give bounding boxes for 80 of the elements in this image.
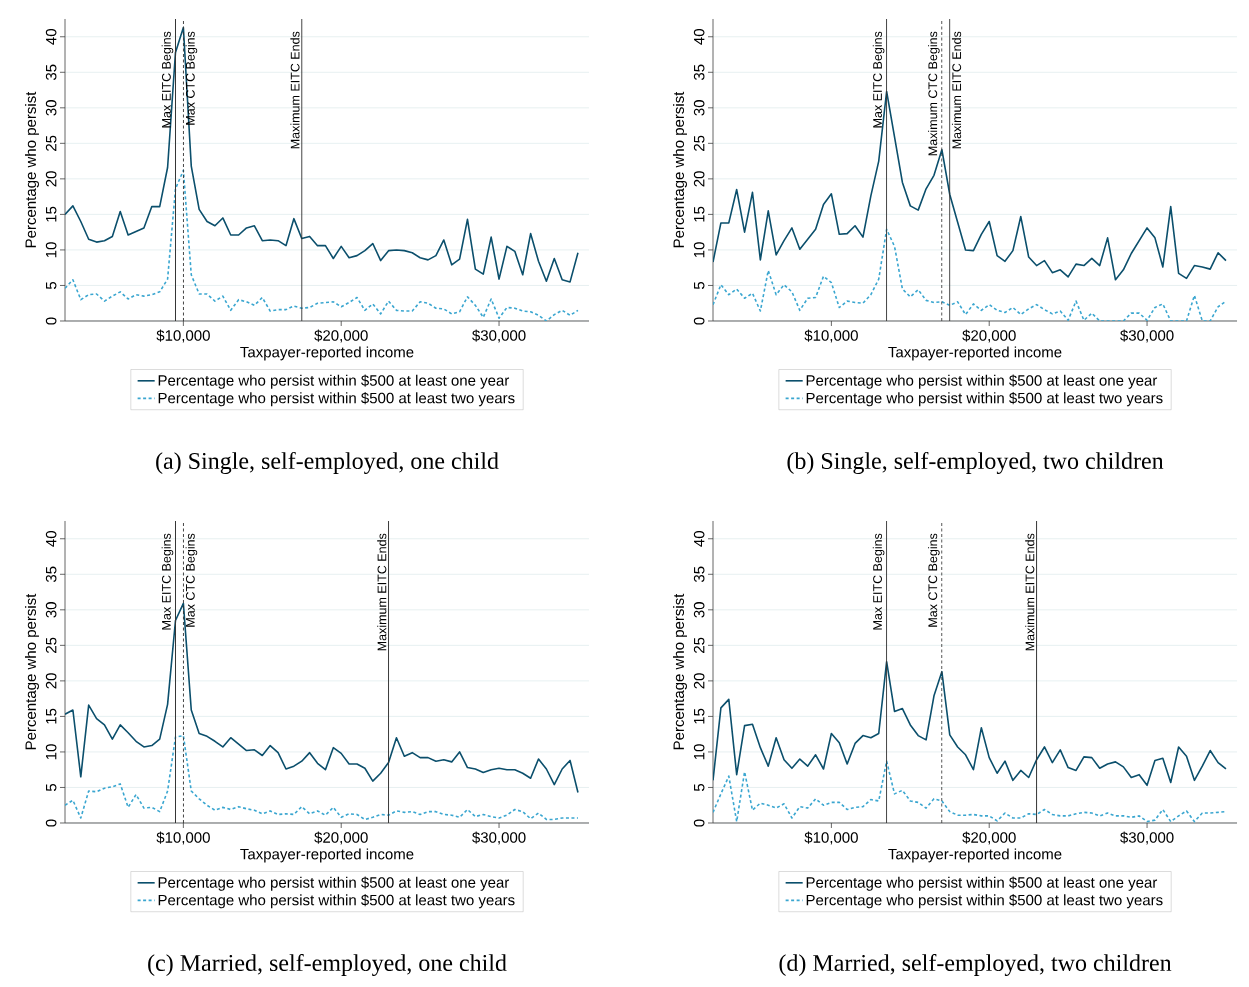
y-tick-label: 40 xyxy=(693,531,705,547)
ref-line-label: Maximum EITC Ends xyxy=(377,533,387,651)
ref-line-label: Max EITC Begins xyxy=(161,31,174,128)
y-tick-label: 5 xyxy=(694,281,705,290)
x-tick-label: $30,000 xyxy=(1120,831,1174,845)
text: (c) Married, self-employed, one child xyxy=(148,953,507,977)
y-axis-title: Percentage who persist xyxy=(25,593,39,750)
y-tick-label: 25 xyxy=(45,135,57,151)
legend-label: Percentage who persist within $500 at least one year xyxy=(158,374,510,389)
y-tick-label: 10 xyxy=(45,744,57,760)
legend-label: Percentage who persist within $500 at least two years xyxy=(806,392,1163,407)
y-tick-label: 30 xyxy=(45,100,57,116)
legend-label: Percentage who persist within $500 at least one year xyxy=(158,876,510,891)
legend-label: Percentage who persist within $500 at least two years xyxy=(806,894,1163,909)
y-tick-label: 15 xyxy=(46,206,57,222)
x-axis-title: Taxpayer-reported income xyxy=(240,346,414,361)
y-tick-label: 5 xyxy=(46,783,57,792)
x-tick-label: $30,000 xyxy=(1120,329,1174,343)
y-tick-label: 10 xyxy=(693,744,705,760)
x-tick-label: $20,000 xyxy=(314,329,368,343)
x-axis-title: Taxpayer-reported income xyxy=(240,848,414,863)
legend-label: Percentage who persist within $500 at least two years xyxy=(158,894,515,909)
y-tick-label: 30 xyxy=(693,100,705,116)
ref-line-label: Max CTC Begins xyxy=(185,31,198,125)
legend-label: Percentage who persist within $500 at least one year xyxy=(806,374,1158,389)
y-axis-title: Percentage who persist xyxy=(673,593,687,750)
y-tick-label: 10 xyxy=(45,242,57,258)
x-tick-label: $30,000 xyxy=(472,831,526,845)
y-tick-label: 40 xyxy=(45,29,57,45)
x-tick-label: $10,000 xyxy=(804,831,858,845)
text: (b) Single, self-employed, two children xyxy=(787,451,1164,475)
y-tick-label: 30 xyxy=(693,602,705,618)
y-tick-label: 0 xyxy=(693,317,705,325)
x-tick-label: $10,000 xyxy=(156,329,210,343)
x-tick-label: $20,000 xyxy=(962,831,1016,845)
ref-line-label: Maximum CTC Begins xyxy=(928,31,940,156)
legend-label: Percentage who persist within $500 at least one year xyxy=(806,876,1158,891)
y-tick-label: 0 xyxy=(45,819,57,827)
y-tick-label: 35 xyxy=(693,566,705,583)
y-tick-label: 30 xyxy=(45,602,57,618)
x-tick-label: $10,000 xyxy=(804,329,858,343)
x-axis-title: Taxpayer-reported income xyxy=(888,346,1062,361)
ref-line-label: Max EITC Begins xyxy=(872,533,885,630)
y-tick-label: 5 xyxy=(46,281,57,290)
text: (a) Single, self-employed, one child xyxy=(156,451,499,475)
y-tick-label: 0 xyxy=(45,317,57,325)
y-tick-label: 35 xyxy=(693,64,705,81)
y-tick-label: 25 xyxy=(45,637,57,653)
y-tick-label: 10 xyxy=(693,242,705,258)
y-tick-label: 25 xyxy=(693,637,705,653)
ref-line-label: Maximum EITC Ends xyxy=(1025,533,1035,651)
y-tick-label: 25 xyxy=(693,135,705,151)
y-tick-label: 40 xyxy=(693,29,705,45)
y-axis-title: Percentage who persist xyxy=(25,91,39,248)
y-tick-label: 15 xyxy=(694,708,705,724)
y-tick-label: 0 xyxy=(693,819,705,827)
y-tick-label: 40 xyxy=(45,531,57,547)
y-axis-title: Percentage who persist xyxy=(673,91,687,248)
ref-line-label: Max CTC Begins xyxy=(928,533,940,627)
y-tick-label: 5 xyxy=(694,783,705,792)
x-axis-title: Taxpayer-reported income xyxy=(888,848,1062,863)
legend-label: Percentage who persist within $500 at least two years xyxy=(158,392,515,407)
ref-line-label: Maximum EITC Ends xyxy=(290,31,300,149)
y-tick-label: 35 xyxy=(45,64,57,81)
ref-line-label: Max EITC Begins xyxy=(872,31,885,128)
x-tick-label: $10,000 xyxy=(156,831,210,845)
ref-line-label: Maximum EITC Ends xyxy=(951,31,962,149)
y-tick-label: 15 xyxy=(694,206,705,222)
y-tick-label: 20 xyxy=(45,171,57,187)
y-tick-label: 35 xyxy=(45,566,57,583)
x-tick-label: $20,000 xyxy=(962,329,1016,343)
y-tick-label: 20 xyxy=(45,673,57,689)
ref-line-label: Max CTC Begins xyxy=(185,533,198,627)
text: (d) Married, self-employed, two children xyxy=(779,953,1172,977)
y-tick-label: 20 xyxy=(693,673,705,689)
y-tick-label: 15 xyxy=(46,708,57,724)
x-tick-label: $20,000 xyxy=(314,831,368,845)
ref-line-label: Max EITC Begins xyxy=(161,533,174,630)
y-tick-label: 20 xyxy=(693,171,705,187)
x-tick-label: $30,000 xyxy=(472,329,526,343)
